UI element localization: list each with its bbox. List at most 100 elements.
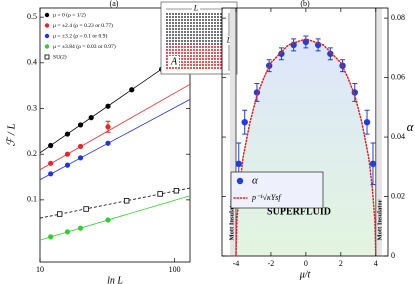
lattice-site xyxy=(172,49,174,51)
y-tick-label: 0.5 xyxy=(27,12,37,21)
lattice-site xyxy=(205,22,207,24)
lattice-site xyxy=(172,28,174,30)
marker xyxy=(64,151,71,157)
legend-label: μ = ±3.2 (ρ = 0.1 or 0.9) xyxy=(53,32,107,39)
lattice-site xyxy=(199,34,201,36)
marker xyxy=(105,124,111,130)
lattice-site xyxy=(178,46,180,48)
lattice-site xyxy=(214,67,216,69)
lattice-site xyxy=(205,52,207,54)
marker xyxy=(64,229,71,235)
y-tick-label: 0.1 xyxy=(27,195,37,204)
lattice-site xyxy=(208,28,210,30)
lattice-site xyxy=(217,34,219,36)
lattice-site xyxy=(214,43,216,45)
x-tick-label: -4 xyxy=(233,259,240,268)
lattice-site xyxy=(208,13,210,15)
lattice-site xyxy=(184,31,186,33)
lattice-site xyxy=(169,28,171,30)
lattice-site xyxy=(202,25,204,27)
lattice-site xyxy=(187,67,189,69)
lattice-site xyxy=(202,22,204,24)
lattice-site xyxy=(175,34,177,36)
lattice-site xyxy=(193,61,195,63)
lattice-site xyxy=(172,34,174,36)
lattice-site xyxy=(166,34,168,36)
lattice-site xyxy=(166,25,168,27)
lattice-site xyxy=(196,40,198,42)
lattice-site xyxy=(178,67,180,69)
lattice-site xyxy=(202,19,204,21)
lattice-site xyxy=(211,19,213,21)
lattice-site xyxy=(187,16,189,18)
plot-frame xyxy=(39,7,191,263)
lattice-site xyxy=(220,58,222,60)
lattice-site xyxy=(217,67,219,69)
mott-band xyxy=(229,8,236,256)
lattice-site xyxy=(202,13,204,15)
lattice-site xyxy=(178,43,180,45)
lattice-site xyxy=(220,46,222,48)
lattice-site xyxy=(208,43,210,45)
lattice-site xyxy=(187,64,189,66)
lattice-site xyxy=(193,28,195,30)
lattice-site xyxy=(184,28,186,30)
y-tick-label: 0 xyxy=(391,251,395,260)
lattice-site xyxy=(214,55,216,57)
lattice-site xyxy=(214,25,216,27)
lattice-site xyxy=(211,13,213,15)
marker xyxy=(302,38,310,46)
lattice-site xyxy=(193,67,195,69)
lattice-site xyxy=(172,46,174,48)
lattice-site xyxy=(166,58,168,60)
y-tick-label: 0.06 xyxy=(391,72,405,81)
lattice-site xyxy=(208,46,210,48)
lattice-site xyxy=(193,22,195,24)
y-tick-label: 0.02 xyxy=(391,191,405,200)
fit-line xyxy=(39,187,191,219)
legend-marker xyxy=(44,44,50,49)
marker xyxy=(351,89,358,96)
lattice-site xyxy=(202,67,204,69)
lattice-site xyxy=(211,22,213,24)
lattice-site xyxy=(178,25,180,27)
lattice-site xyxy=(166,52,168,54)
fit-line xyxy=(39,195,191,241)
lattice-site xyxy=(220,28,222,30)
lattice-site xyxy=(208,37,210,39)
lattice-site xyxy=(190,31,192,33)
lattice-site xyxy=(187,40,189,42)
lattice-site xyxy=(166,46,168,48)
legend-marker xyxy=(236,177,244,185)
lattice-site xyxy=(208,34,210,36)
lattice-site xyxy=(166,55,168,57)
lattice-site xyxy=(193,34,195,36)
marker xyxy=(105,140,111,146)
lattice-site xyxy=(208,16,210,18)
lattice-site xyxy=(205,40,207,42)
lattice-site xyxy=(184,22,186,24)
lattice-site xyxy=(190,55,192,57)
lattice-site xyxy=(169,16,171,18)
lattice-site xyxy=(211,55,213,57)
mott-band xyxy=(375,8,382,256)
lattice-site xyxy=(190,46,192,48)
lattice-site xyxy=(214,37,216,39)
lattice-site xyxy=(190,52,192,54)
lattice-site xyxy=(211,16,213,18)
lattice-site xyxy=(184,61,186,63)
lattice-site xyxy=(220,49,222,51)
lattice-site xyxy=(184,34,186,36)
lattice-site xyxy=(220,13,222,15)
lattice-site xyxy=(214,28,216,30)
lattice-site xyxy=(181,67,183,69)
lattice-site xyxy=(193,49,195,51)
lattice-site xyxy=(181,58,183,60)
lattice-site xyxy=(220,64,222,66)
lattice-site xyxy=(166,13,168,15)
lattice-site xyxy=(181,16,183,18)
lattice-site xyxy=(205,13,207,15)
lattice-site xyxy=(202,55,204,57)
marker xyxy=(105,103,111,109)
y-tick-label: 0.2 xyxy=(27,149,37,158)
